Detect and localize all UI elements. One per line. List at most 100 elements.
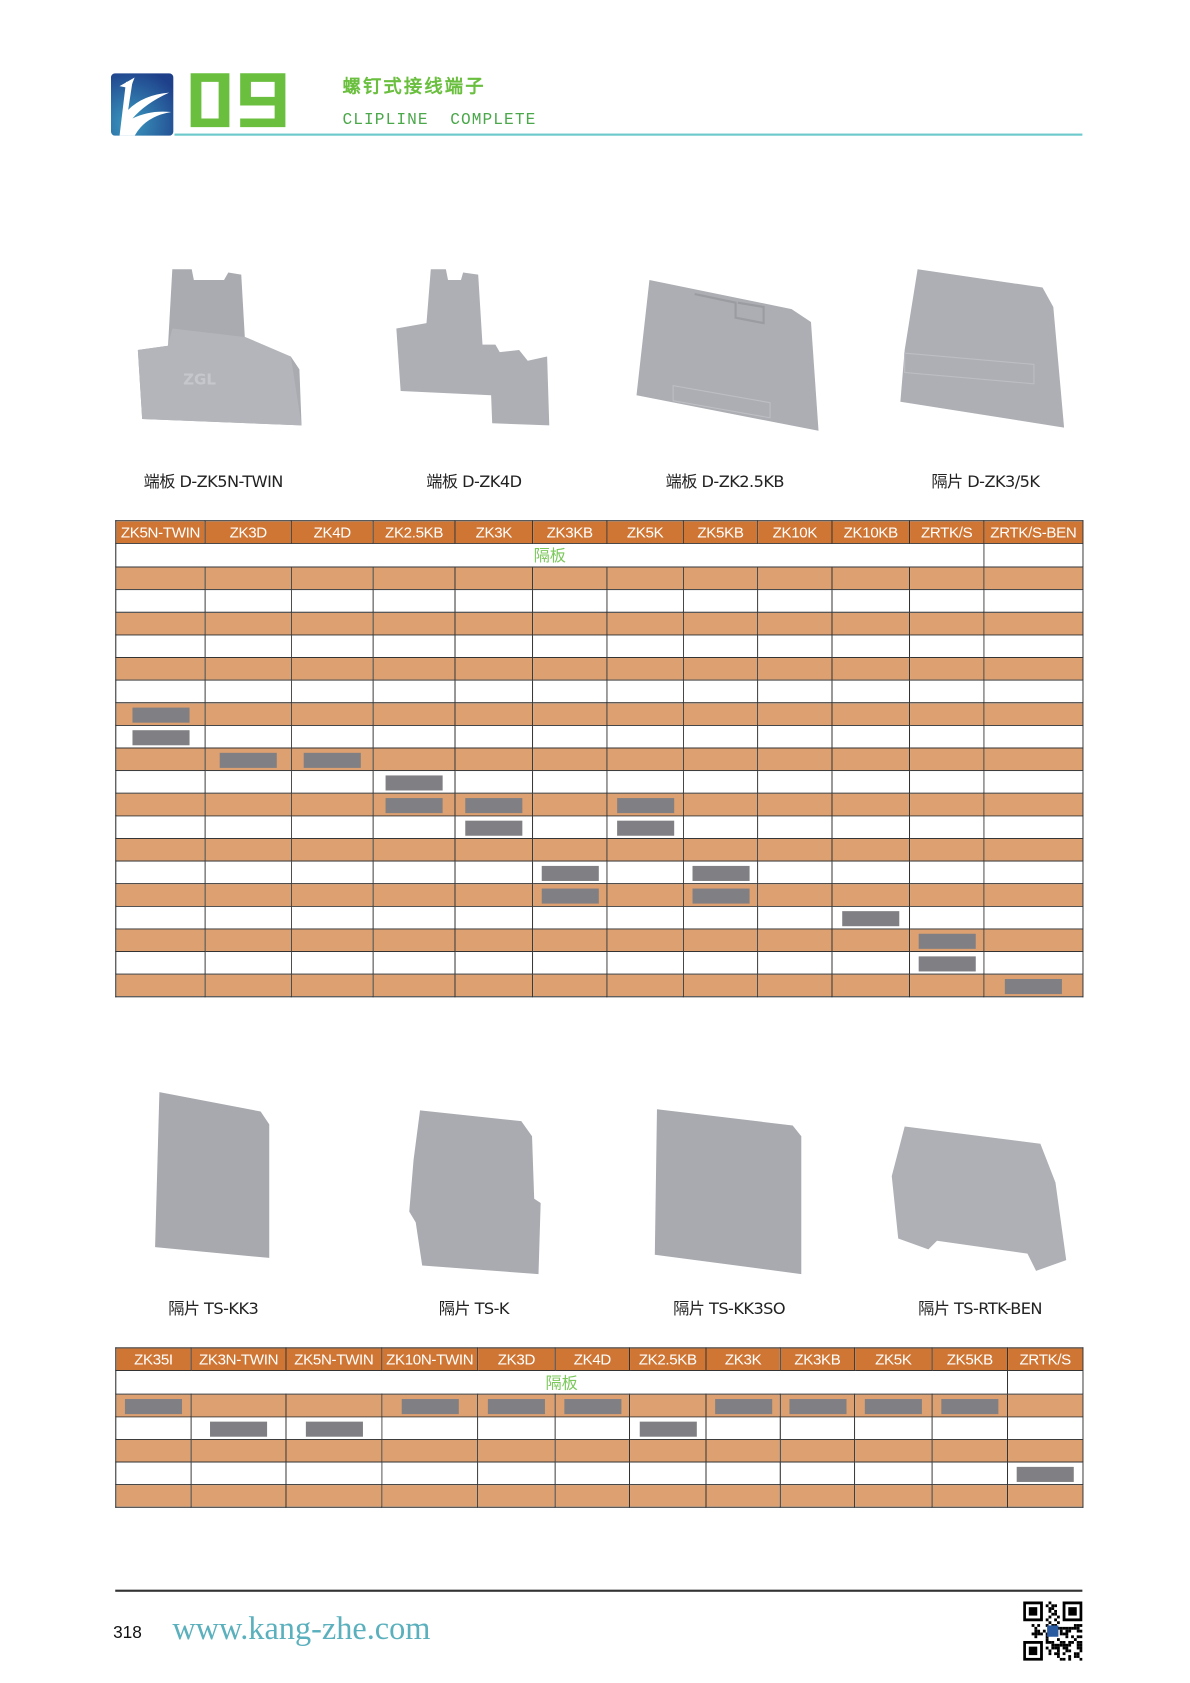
table-cell	[831, 973, 911, 998]
table-cell	[115, 566, 206, 591]
column-header: ZK5KB	[931, 1347, 1009, 1372]
table-cell	[908, 656, 985, 681]
table-cell	[606, 656, 684, 681]
chapter-number: 09	[190, 73, 286, 128]
table-row	[115, 634, 1084, 659]
table-row	[115, 837, 1084, 862]
product-caption: 隔片 TS-RTK-BEN	[918, 1298, 1042, 1319]
table-cell	[983, 566, 1084, 591]
category-label: 隔板	[115, 1369, 1009, 1395]
table-cell	[831, 905, 911, 930]
table-row	[115, 928, 1084, 953]
table-cell	[628, 1461, 707, 1486]
table-cell	[554, 1416, 631, 1440]
compatibility-mark	[1016, 1466, 1074, 1482]
column-header: ZK3KB	[779, 1347, 856, 1372]
table-cell	[757, 792, 833, 817]
table-cell	[372, 770, 456, 794]
table-cell	[381, 1416, 479, 1440]
table-cell	[290, 724, 374, 749]
table-cell	[532, 860, 608, 885]
product-image-ts-kk3	[155, 1092, 270, 1258]
table-cell	[1006, 1369, 1084, 1395]
table-cell	[682, 747, 759, 772]
table-row	[115, 566, 1084, 591]
product-image-d-zk3-5k	[900, 269, 1065, 428]
table-cell	[285, 1438, 383, 1463]
table-cell	[831, 837, 911, 862]
compatibility-mark	[616, 798, 674, 814]
table-cell	[290, 770, 374, 794]
table-cell	[115, 792, 206, 817]
table-cell	[983, 679, 1084, 704]
compatibility-mark	[385, 775, 443, 791]
table-cell	[682, 770, 759, 794]
table-cell	[204, 656, 292, 681]
table-cell	[779, 1438, 856, 1463]
table-cell	[854, 1393, 933, 1418]
table-cell	[204, 837, 292, 862]
table-cell	[983, 837, 1084, 862]
table-cell	[285, 1484, 383, 1508]
column-header: ZK5N-TWIN	[115, 520, 206, 544]
table-cell	[454, 589, 534, 613]
table-cell	[757, 679, 833, 704]
table-cell	[931, 1484, 1009, 1508]
product-image-ts-kk3so	[654, 1109, 802, 1275]
table-cell	[532, 883, 608, 907]
table-cell	[831, 589, 911, 613]
table-cell	[908, 611, 985, 636]
table-cell	[190, 1484, 287, 1508]
website-link[interactable]: www.kang-zhe.com	[172, 1611, 431, 1647]
table-cell	[682, 724, 759, 749]
table-cell	[682, 928, 759, 953]
table-cell	[454, 973, 534, 998]
table-cell	[190, 1416, 287, 1440]
table-cell	[628, 1438, 707, 1463]
table-cell	[454, 950, 534, 975]
column-header: ZK10K	[757, 520, 833, 544]
table-row	[115, 950, 1084, 975]
table-cell	[908, 566, 985, 591]
product-caption: 隔片 TS-K	[438, 1298, 510, 1319]
brand-logo-icon	[110, 73, 174, 136]
column-header: ZK5N-TWIN	[285, 1347, 383, 1372]
table-cell	[454, 702, 534, 726]
column-header: ZRTK/S-BEN	[983, 520, 1084, 544]
table-cell	[779, 1416, 856, 1440]
table-cell	[532, 837, 608, 862]
table-cell	[628, 1393, 707, 1418]
table-cell	[931, 1438, 1009, 1463]
table-cell	[204, 792, 292, 817]
table-cell	[204, 860, 292, 885]
table-cell	[831, 928, 911, 953]
table-cell	[705, 1438, 781, 1463]
table-cell	[682, 634, 759, 659]
table-cell	[372, 566, 456, 591]
table-cell	[682, 679, 759, 704]
table-cell	[682, 837, 759, 862]
table-cell	[606, 928, 684, 953]
table-cell	[682, 860, 759, 885]
table-cell	[285, 1461, 383, 1486]
header-rule	[174, 133, 1083, 136]
table-cell	[606, 860, 684, 885]
table-cell	[983, 770, 1084, 794]
compatibility-mark	[401, 1399, 459, 1415]
table-cell	[831, 747, 911, 772]
table-cell	[290, 566, 374, 591]
section-title-cn: 螺钉式接线端子	[342, 76, 486, 99]
table-cell	[831, 611, 911, 636]
table-cell	[682, 589, 759, 613]
table-cell	[372, 679, 456, 704]
compatibility-mark	[541, 865, 599, 881]
table-cell	[606, 905, 684, 930]
table-row	[115, 656, 1084, 681]
table-cell	[831, 860, 911, 885]
table-cell	[983, 928, 1084, 953]
compatibility-mark	[691, 888, 750, 904]
table-cell	[115, 589, 206, 613]
column-header: ZK2.5KB	[628, 1347, 707, 1372]
page-number: 318	[113, 1624, 142, 1643]
table-cell	[290, 837, 374, 862]
